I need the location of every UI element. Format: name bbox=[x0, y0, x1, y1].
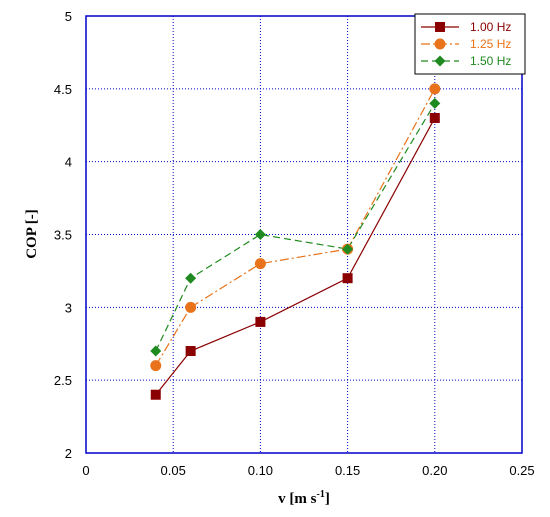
series-line-1-50-hz bbox=[155, 103, 436, 352]
x-axis-title: v [m s-1] bbox=[278, 489, 330, 507]
legend-marker-1-50-hz bbox=[434, 55, 446, 67]
y-tick-label: 3.5 bbox=[54, 228, 72, 243]
data-point-1-25-hz bbox=[254, 258, 266, 270]
x-tick-label: 0 bbox=[82, 463, 89, 478]
y-tick-label: 5 bbox=[65, 9, 72, 24]
data-point-1-50-hz bbox=[429, 97, 441, 109]
series-markers bbox=[150, 83, 441, 400]
data-point-1-00-hz bbox=[185, 346, 196, 357]
x-tick-label: 0.05 bbox=[161, 463, 186, 478]
data-point-1-50-hz bbox=[254, 229, 266, 240]
x-axis-ticks: 0 0.05 0.10 0.15 0.20 0.25 bbox=[82, 463, 534, 478]
legend-marker-1-00-hz bbox=[435, 22, 445, 32]
x-tick-label: 0.25 bbox=[509, 463, 534, 478]
data-point-1-00-hz bbox=[255, 316, 266, 327]
data-point-1-00-hz bbox=[150, 389, 161, 400]
data-point-1-25-hz bbox=[429, 83, 441, 95]
legend-label-1-25-hz: 1.25 Hz bbox=[470, 37, 511, 51]
data-point-1-00-hz bbox=[342, 273, 353, 284]
plot-frame bbox=[85, 15, 523, 454]
y-tick-label: 2.5 bbox=[54, 373, 72, 388]
data-point-1-50-hz bbox=[150, 345, 162, 357]
plot-background bbox=[86, 16, 522, 453]
data-point-1-00-hz bbox=[429, 112, 440, 123]
legend: 1.00 Hz 1.25 Hz 1.50 Hz bbox=[414, 13, 526, 75]
data-point-1-25-hz bbox=[185, 301, 197, 313]
legend-marker-1-25-hz bbox=[434, 38, 446, 50]
y-tick-label: 2 bbox=[65, 446, 72, 461]
x-tick-label: 0.15 bbox=[335, 463, 360, 478]
y-axis-ticks: 2 2.5 3 3.5 4 4.5 5 bbox=[54, 9, 72, 461]
y-axis-title: COP [-] bbox=[24, 209, 40, 259]
y-tick-label: 4.5 bbox=[54, 82, 72, 97]
data-point-1-50-hz bbox=[185, 272, 197, 284]
data-point-1-25-hz bbox=[150, 360, 162, 372]
x-tick-label: 0.20 bbox=[422, 463, 447, 478]
x-tick-label: 0.10 bbox=[248, 463, 273, 478]
data-point-1-50-hz bbox=[342, 243, 354, 255]
y-tick-label: 3 bbox=[65, 300, 72, 315]
legend-label-1-50-hz: 1.50 Hz bbox=[470, 54, 511, 68]
y-tick-label: 4 bbox=[65, 155, 72, 170]
legend-label-1-00-hz: 1.00 Hz bbox=[470, 20, 511, 34]
